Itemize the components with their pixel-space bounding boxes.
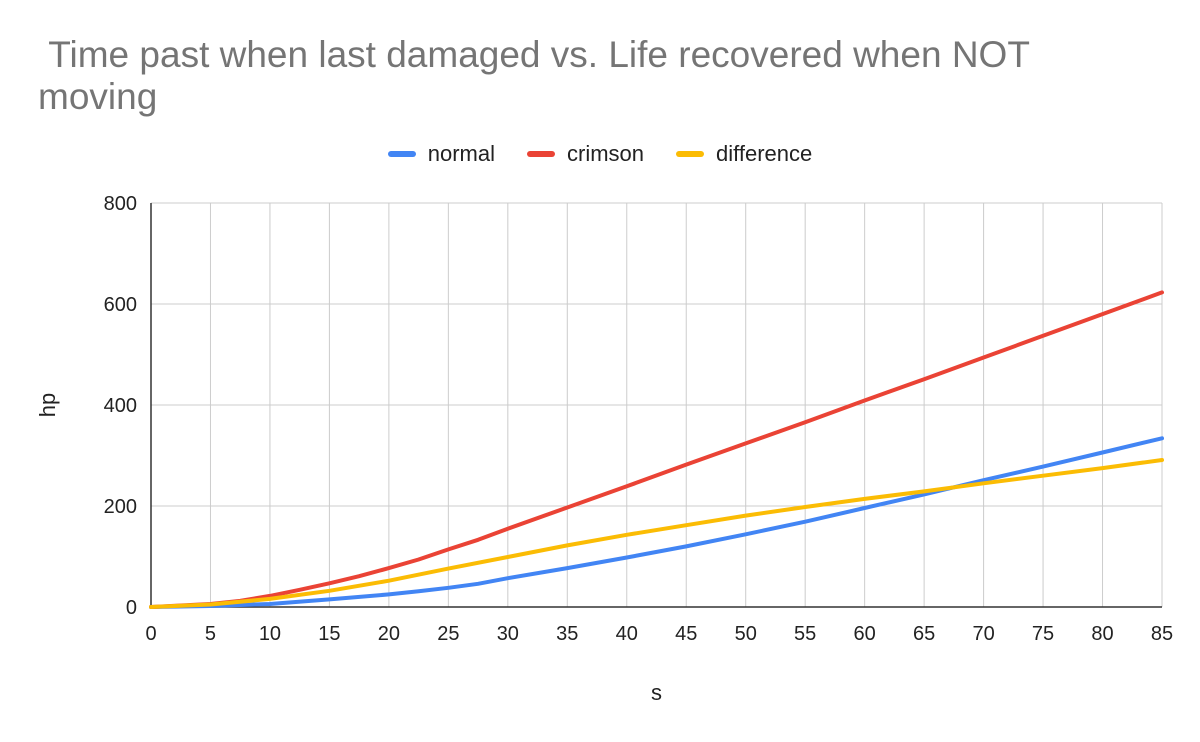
series-line-crimson (149, 290, 1164, 609)
series-line-normal (149, 436, 1164, 609)
y-tick-label: 200 (104, 496, 137, 518)
x-tick-label: 80 (1091, 623, 1113, 645)
x-tick-label: 25 (437, 623, 459, 645)
x-tick-label: 70 (972, 623, 994, 645)
x-tick-label: 40 (616, 623, 638, 645)
legend-label: crimson (567, 141, 645, 166)
y-tick-label: 600 (104, 294, 137, 316)
x-tick-label: 30 (497, 623, 519, 645)
y-tick-label: 400 (104, 395, 137, 417)
x-tick-label: 65 (913, 623, 935, 645)
x-tick-label: 55 (794, 623, 816, 645)
legend-swatch (527, 151, 555, 157)
x-tick-label: 15 (318, 623, 340, 645)
y-tick-label: 800 (104, 193, 137, 215)
x-tick-label: 10 (259, 623, 281, 645)
legend-swatch (676, 151, 705, 157)
legend-label: normal (427, 141, 495, 166)
legend-label: difference (716, 141, 813, 166)
x-tick-label: 45 (675, 623, 697, 645)
y-tick-label: 0 (126, 597, 137, 619)
chart-title: Time past when last damaged vs. Life rec… (38, 34, 1040, 117)
series-line-difference (149, 458, 1164, 609)
x-tick-label: 50 (735, 623, 757, 645)
x-tick-label: 20 (378, 623, 400, 645)
x-tick-label: 5 (205, 623, 216, 645)
x-tick-label: 75 (1032, 623, 1054, 645)
x-tick-label: 0 (145, 623, 156, 645)
legend: normal crimson difference (0, 140, 1200, 168)
x-axis-label: s (651, 680, 662, 705)
y-axis-label: hp (35, 393, 60, 417)
legend-item-crimson: crimson (527, 140, 644, 168)
x-tick-label: 85 (1151, 623, 1173, 645)
legend-swatch (387, 151, 416, 157)
x-tick-label: 60 (854, 623, 876, 645)
legend-item-difference: difference (676, 140, 812, 168)
legend-item-normal: normal (387, 140, 495, 168)
x-tick-label: 35 (556, 623, 578, 645)
